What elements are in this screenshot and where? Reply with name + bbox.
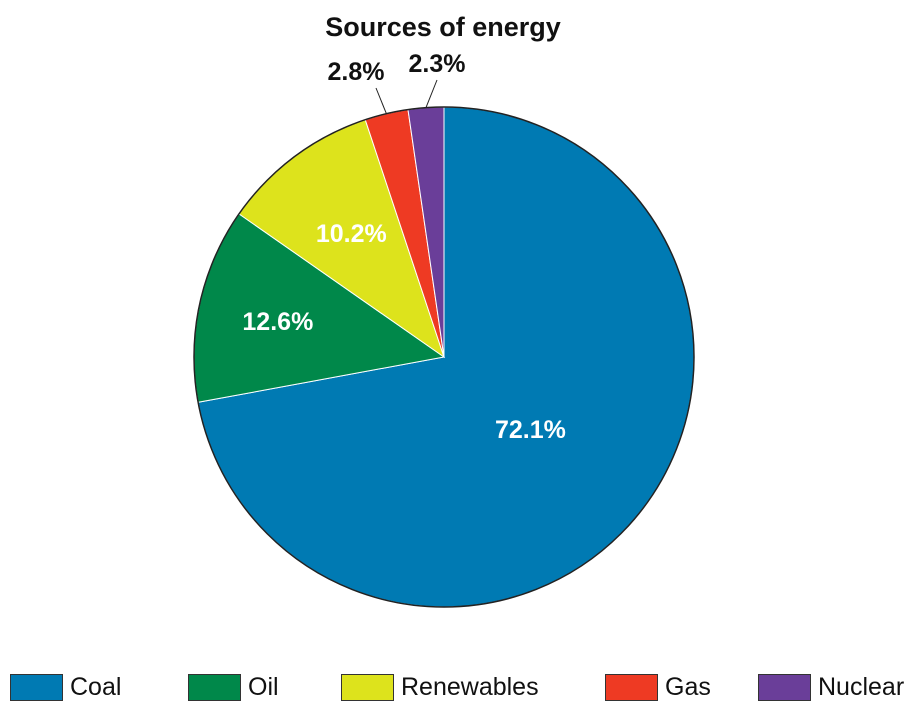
- legend-item-oil: Oil: [188, 672, 279, 702]
- slice-label-gas: 2.8%: [328, 58, 385, 86]
- legend-swatch-gas: [605, 673, 658, 701]
- slice-label-oil: 12.6%: [242, 308, 313, 336]
- legend-label-gas: Gas: [665, 672, 711, 701]
- legend-item-gas: Gas: [605, 672, 711, 702]
- legend-item-coal: Coal: [10, 672, 121, 702]
- legend-item-nuclear: Nuclear: [758, 672, 904, 702]
- legend-swatch-nuclear: [758, 673, 811, 701]
- legend-label-coal: Coal: [70, 672, 122, 701]
- slice-label-coal: 72.1%: [495, 416, 566, 444]
- legend-swatch-oil: [188, 673, 241, 701]
- legend-swatch-coal: [10, 673, 63, 701]
- chart-title: Sources of energy: [325, 12, 561, 42]
- legend-label-nuclear: Nuclear: [818, 672, 905, 701]
- slice-label-nuclear: 2.3%: [409, 50, 466, 78]
- legend-label-renewables: Renewables: [401, 672, 539, 701]
- slice-label-renewables: 10.2%: [316, 220, 387, 248]
- legend-swatch-renewables: [341, 673, 394, 701]
- pie-outline: [193, 106, 695, 608]
- leader-line-nuclear: [425, 79, 438, 108]
- legend-label-oil: Oil: [248, 672, 279, 701]
- legend-item-renewables: Renewables: [341, 672, 539, 702]
- leader-line-gas: [375, 87, 387, 114]
